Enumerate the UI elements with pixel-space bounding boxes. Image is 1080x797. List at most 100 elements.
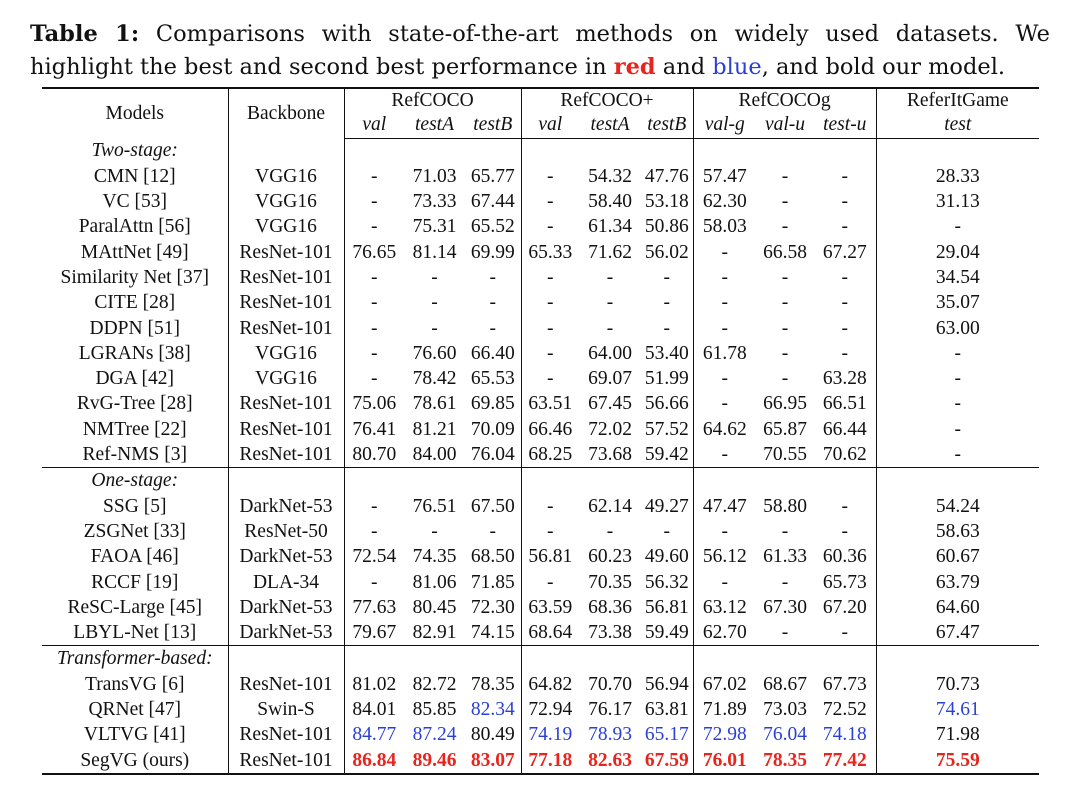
empty-cell: [876, 467, 1040, 494]
model-name: CMN [12]: [42, 163, 229, 190]
table-row: Ref-NMS [3] ResNet-101 80.70 84.00 76.04 68.2…: [42, 442, 1039, 468]
metric-cell: 78.42: [412, 368, 457, 390]
metric-cell: 63.79: [935, 571, 980, 593]
metric-cell: -: [814, 264, 877, 291]
metric-cell: 58.63: [935, 520, 980, 542]
metric-cell: 80.49: [465, 722, 522, 748]
empty-cell: [344, 138, 404, 164]
model-name: LBYL-Net [13]: [42, 620, 229, 646]
metric-cell: 74.15: [465, 620, 522, 646]
metric-cell: 76.04: [465, 442, 522, 468]
model-name: QRNet [47]: [42, 697, 229, 723]
empty-cell: [814, 138, 877, 164]
model-name: MAttNet [49]: [42, 239, 229, 265]
metric-cell: 67.73: [814, 671, 877, 698]
metric-cell: 77.63: [352, 596, 397, 618]
comparison-table: Models Backbone RefCOCO RefCOCO+ RefCOCO…: [42, 86, 1040, 775]
model-name: Similarity Net [37]: [42, 264, 229, 291]
metric-cell: 75.31: [412, 216, 457, 238]
empty-cell: [641, 138, 694, 164]
table-row: VC [53] VGG16 - 73.33 67.44 - 58.40 53.18 62.30 -…: [42, 189, 1039, 215]
model-name: DGA [42]: [42, 366, 229, 392]
split-header: testA: [579, 113, 641, 139]
metric-cell: -: [814, 620, 877, 646]
metric-cell: 63.51: [528, 393, 573, 415]
metric-cell: 53.18: [641, 189, 694, 215]
metric-cell: 76.51: [412, 495, 457, 517]
metric-cell: -: [606, 292, 614, 314]
metric-cell: 76.60: [412, 342, 457, 364]
metric-cell: -: [641, 264, 694, 291]
metric-cell: -: [814, 340, 877, 367]
metric-cell: 60.67: [935, 546, 980, 568]
metric-cell: 57.47: [702, 165, 747, 187]
metric-cell: -: [814, 315, 877, 341]
split-header: test-u: [814, 113, 877, 139]
metric-cell: -: [547, 342, 554, 364]
split-header: testB: [465, 113, 522, 139]
model-name: NMTree [22]: [42, 416, 229, 443]
metric-cell: -: [781, 342, 789, 364]
metric-cell: -: [547, 495, 554, 517]
metric-cell: 63.81: [641, 697, 694, 723]
metric-cell: 71.89: [702, 699, 747, 721]
metric-cell: -: [641, 290, 694, 316]
metric-cell: -: [954, 368, 962, 390]
metric-cell: -: [814, 518, 877, 545]
backbone-name: ResNet-101: [228, 315, 345, 341]
metric-cell: 66.44: [814, 416, 877, 443]
metric-cell: -: [954, 216, 962, 238]
metric-cell: -: [606, 266, 614, 288]
metric-cell: 56.32: [641, 569, 694, 595]
header-dataset-refcoco: RefCOCO: [344, 86, 522, 114]
metric-cell: 70.09: [465, 416, 522, 443]
metric-cell: -: [371, 317, 378, 339]
metric-cell: 86.84: [344, 747, 404, 775]
table-row: DDPN [51] ResNet-101 - - - - - - - - - 63.00: [42, 315, 1039, 341]
empty-cell: [641, 467, 694, 494]
metric-cell: 84.77: [352, 724, 397, 746]
group-label: Two-stage:: [42, 138, 229, 164]
metric-cell: -: [371, 266, 378, 288]
metric-cell: -: [721, 241, 729, 263]
metric-cell: -: [781, 266, 789, 288]
metric-cell: 58.03: [702, 216, 747, 238]
metric-cell: 64.60: [935, 596, 980, 618]
metric-cell: 65.53: [465, 366, 522, 392]
empty-cell: [404, 467, 465, 494]
backbone-name: Swin-S: [228, 697, 345, 723]
metric-cell: 67.20: [814, 594, 877, 621]
table-row: ParalAttn [56] VGG16 - 75.31 65.52 - 61.34 50.8…: [42, 214, 1039, 240]
backbone-name: VGG16: [228, 163, 345, 190]
metric-cell: -: [606, 520, 614, 542]
backbone-name: ResNet-101: [228, 747, 345, 775]
metric-cell: 67.45: [588, 393, 632, 415]
header-dataset-refcocoplus: RefCOCO+: [521, 86, 694, 114]
empty-cell: [579, 645, 641, 672]
split-header: testA: [404, 113, 465, 139]
metric-cell: -: [547, 216, 554, 238]
metric-cell: 54.24: [935, 495, 980, 517]
table-caption: Table 1: Comparisons with state-of-the-a…: [30, 18, 1050, 84]
metric-cell: 56.81: [528, 546, 573, 568]
backbone-name: ResNet-101: [228, 442, 345, 468]
metric-cell: 70.62: [814, 442, 877, 468]
group-label-spacer: [228, 138, 345, 164]
model-name: SSG [5]: [42, 493, 229, 519]
metric-cell: 76.41: [352, 418, 397, 440]
metric-cell: 71.98: [935, 724, 980, 746]
metric-cell: -: [781, 191, 789, 213]
metric-cell: 74.18: [814, 722, 877, 748]
backbone-name: ResNet-101: [228, 239, 345, 265]
metric-cell: 66.58: [763, 241, 807, 263]
table-row: RvG-Tree [28] ResNet-101 75.06 78.61 69.85 63…: [42, 391, 1039, 417]
backbone-name: VGG16: [228, 214, 345, 240]
metric-cell: -: [954, 418, 962, 440]
caption-and: and: [655, 54, 713, 80]
metric-cell: 82.91: [412, 622, 457, 644]
metric-cell: -: [721, 266, 729, 288]
metric-cell: 81.21: [412, 418, 457, 440]
metric-cell: 71.03: [412, 165, 457, 187]
metric-cell: 56.81: [641, 594, 694, 621]
metric-cell: -: [431, 266, 438, 288]
